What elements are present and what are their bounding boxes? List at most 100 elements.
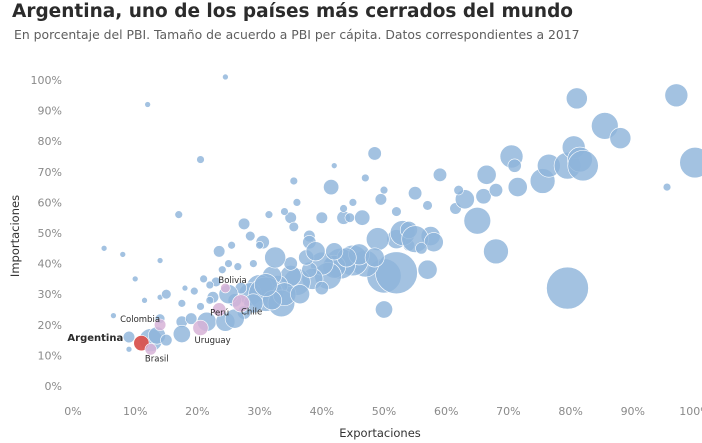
data-point: [174, 210, 183, 219]
data-point: [280, 207, 289, 216]
x-tick-label: 40%: [310, 405, 334, 418]
data-point: [196, 155, 205, 164]
data-point: [379, 185, 389, 195]
data-point: [205, 280, 215, 290]
data-point: [292, 198, 302, 207]
y-tick-label: 30%: [38, 288, 62, 301]
data-point: [567, 150, 599, 182]
x-axis-label: Exportaciones: [339, 426, 421, 440]
data-point-bolivia: [220, 282, 231, 294]
data-point: [255, 241, 264, 250]
data-point: [488, 183, 504, 198]
data-point: [365, 227, 390, 251]
data-point: [181, 284, 189, 292]
data-point: [453, 185, 464, 196]
data-point: [156, 257, 164, 264]
x-tick-label: 50%: [372, 405, 396, 418]
data-point: [483, 238, 509, 265]
data-point-peru: [212, 302, 227, 317]
data-point: [213, 245, 226, 258]
data-point: [264, 210, 274, 219]
data-point: [361, 173, 370, 183]
point-labels: Argentina Brasil Colombia Bolivia Perú Chile U…: [67, 276, 262, 364]
data-point: [289, 176, 299, 186]
data-point: [185, 312, 198, 325]
y-tick-label: 0%: [45, 380, 62, 393]
x-tick-label: 20%: [185, 405, 209, 418]
chart-subtitle: En porcentaje del PBI. Tamaño de acuerdo…: [14, 27, 580, 42]
data-point: [315, 211, 328, 224]
y-tick-label: 80%: [38, 135, 62, 148]
x-tick-label: 100%: [679, 405, 702, 418]
label-peru: Perú: [210, 309, 229, 319]
data-point: [125, 346, 133, 353]
data-point: [546, 266, 589, 310]
data-point: [679, 147, 702, 179]
label-brasil: Brasil: [145, 354, 169, 364]
data-point: [348, 198, 358, 207]
data-point: [375, 300, 393, 319]
data-point: [199, 274, 208, 284]
x-tick-label: 60%: [434, 405, 458, 418]
x-tick-label: 90%: [621, 405, 645, 418]
label-chile: Chile: [241, 307, 262, 317]
points-layer: [100, 73, 702, 353]
data-point-uruguay: [192, 319, 209, 336]
y-tick-label: 10%: [38, 349, 62, 362]
data-point: [177, 299, 187, 308]
data-point: [254, 273, 278, 297]
data-point: [507, 177, 528, 198]
data-point-brasil: [144, 343, 157, 356]
data-point: [283, 256, 298, 271]
data-point: [290, 284, 310, 305]
data-point: [475, 188, 492, 205]
data-point: [196, 302, 205, 311]
y-axis-ticks: 0% 10% 20% 30% 40% 50% 60% 70% 80% 90% 100%: [31, 74, 62, 393]
data-point: [227, 241, 236, 250]
data-point: [264, 246, 287, 269]
data-point: [476, 164, 497, 185]
y-tick-label: 20%: [38, 319, 62, 332]
data-point: [364, 247, 385, 268]
label-uruguay: Uruguay: [195, 336, 231, 346]
data-point: [245, 230, 256, 242]
data-point: [354, 209, 371, 226]
data-point: [190, 286, 199, 296]
data-point: [417, 259, 438, 280]
data-point: [367, 146, 382, 161]
x-tick-label: 30%: [247, 405, 271, 418]
data-point: [144, 101, 151, 108]
data-point: [110, 312, 117, 319]
data-point: [374, 193, 387, 206]
data-point: [565, 87, 588, 110]
highlight-layer: [133, 282, 250, 356]
y-tick-label: 70%: [38, 166, 62, 179]
y-tick-label: 50%: [38, 227, 62, 240]
y-tick-label: 60%: [38, 196, 62, 209]
data-point: [100, 245, 108, 252]
y-tick-label: 100%: [31, 74, 62, 87]
data-point: [330, 162, 338, 169]
data-point: [160, 334, 173, 347]
data-point: [408, 186, 423, 201]
data-point: [161, 289, 172, 300]
data-point-colombia: [153, 318, 167, 331]
data-point: [662, 182, 672, 192]
data-point: [339, 204, 348, 213]
y-tick-label: 90%: [38, 105, 62, 118]
data-point: [305, 241, 326, 262]
data-point: [423, 232, 444, 253]
data-point: [344, 212, 355, 223]
data-point: [233, 262, 243, 271]
data-point: [218, 265, 227, 274]
data-point: [131, 275, 139, 283]
data-point: [237, 217, 251, 230]
x-tick-label: 80%: [558, 405, 582, 418]
data-point: [141, 297, 148, 304]
x-tick-label: 70%: [496, 405, 520, 418]
x-tick-label: 0%: [64, 405, 81, 418]
data-point: [415, 242, 428, 255]
data-point: [323, 179, 340, 196]
data-point: [664, 83, 689, 108]
data-point: [288, 221, 299, 233]
